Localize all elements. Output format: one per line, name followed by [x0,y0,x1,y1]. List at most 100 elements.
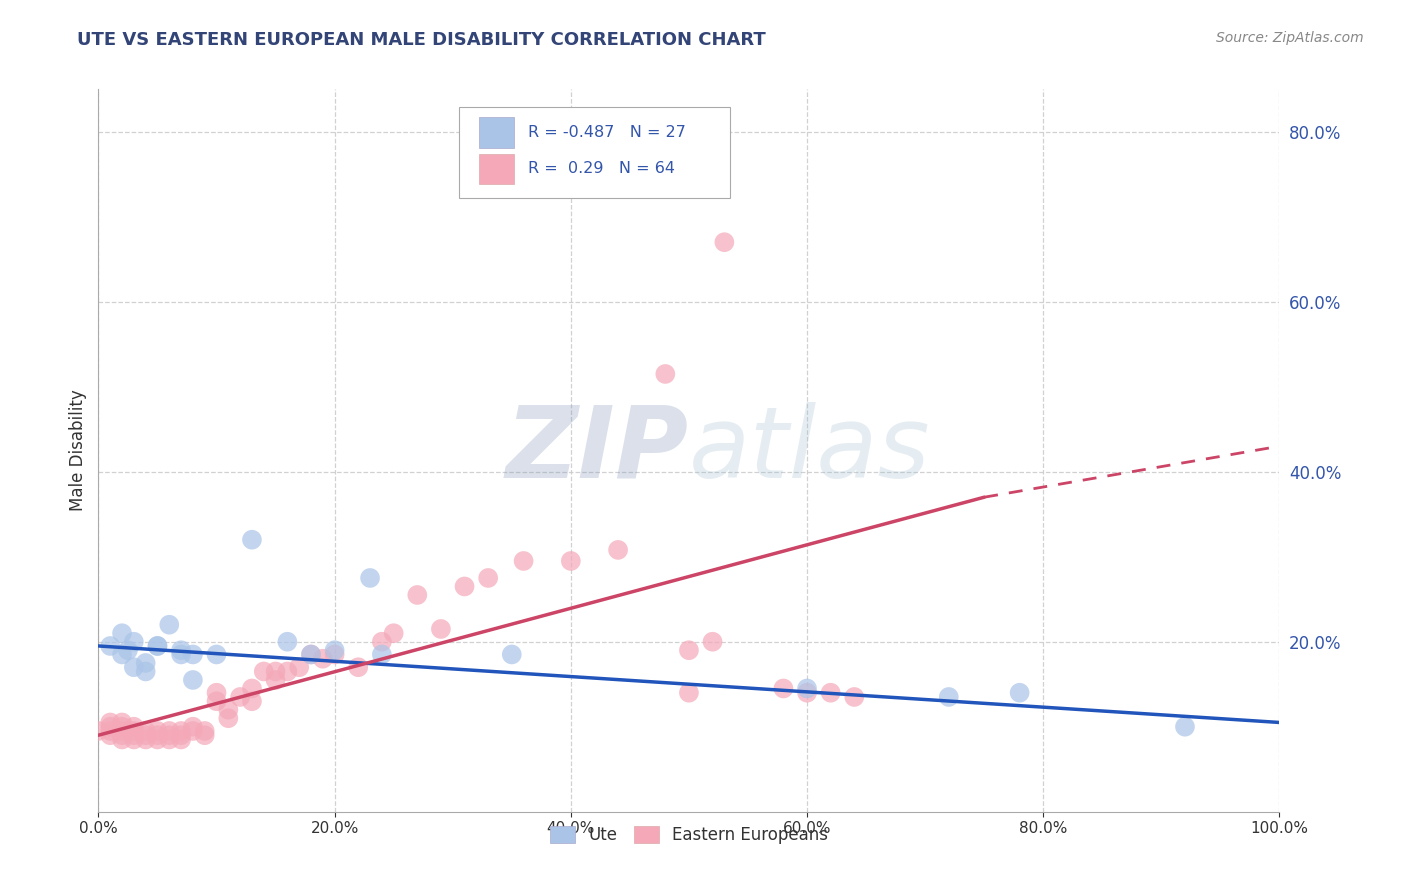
Point [702,634,724,648]
Point [359,571,381,585]
Point [111,648,134,662]
Point [170,728,193,742]
Point [560,554,582,568]
Point [111,720,134,734]
Text: atlas: atlas [689,402,931,499]
Point [217,703,239,717]
Point [240,681,263,696]
Point [194,723,217,738]
Point [146,728,169,742]
Point [406,588,429,602]
Point [98,720,121,734]
Point [135,732,157,747]
Point [678,686,700,700]
Point [796,686,818,700]
Point [111,732,134,747]
Point [111,715,134,730]
Point [347,660,370,674]
Y-axis label: Male Disability: Male Disability [69,390,87,511]
Point [264,665,287,679]
Point [146,639,169,653]
Point [181,648,204,662]
Point [382,626,405,640]
Point [820,686,842,700]
Point [477,571,499,585]
Point [122,723,145,738]
Legend: Ute, Eastern Europeans: Ute, Eastern Europeans [543,819,835,850]
Point [512,554,534,568]
Point [194,728,217,742]
Point [170,732,193,747]
Point [135,723,157,738]
Point [98,639,121,653]
Point [170,723,193,738]
Point [122,728,145,742]
Point [146,639,169,653]
Point [288,660,311,674]
Point [157,723,180,738]
Point [205,694,228,708]
Point [713,235,735,250]
Text: ZIP: ZIP [506,402,689,499]
Point [217,711,239,725]
Text: R =  0.29   N = 64: R = 0.29 N = 64 [529,161,675,177]
Point [229,690,252,704]
Point [501,648,523,662]
FancyBboxPatch shape [478,153,515,184]
Point [181,673,204,687]
Point [157,728,180,742]
Point [146,732,169,747]
Point [453,579,475,593]
Point [654,367,676,381]
Point [157,617,180,632]
Text: UTE VS EASTERN EUROPEAN MALE DISABILITY CORRELATION CHART: UTE VS EASTERN EUROPEAN MALE DISABILITY … [77,31,766,49]
Point [117,643,139,657]
Point [276,634,298,648]
Point [844,690,866,704]
Point [772,681,794,696]
Point [312,651,335,665]
Point [607,542,630,557]
Point [87,723,110,738]
Point [135,728,157,742]
Point [98,723,121,738]
FancyBboxPatch shape [458,107,730,198]
Text: Source: ZipAtlas.com: Source: ZipAtlas.com [1216,31,1364,45]
Point [111,728,134,742]
Text: R = -0.487   N = 27: R = -0.487 N = 27 [529,125,686,140]
Point [938,690,960,704]
Point [264,673,287,687]
Point [796,681,818,696]
Point [122,720,145,734]
Point [323,648,346,662]
Point [240,694,263,708]
Point [170,648,193,662]
Point [157,732,180,747]
Point [135,665,157,679]
Point [98,728,121,742]
Point [181,723,204,738]
Point [205,648,228,662]
Point [323,643,346,657]
Point [181,720,204,734]
Point [371,634,394,648]
Point [170,643,193,657]
Point [122,634,145,648]
Point [122,732,145,747]
Point [98,715,121,730]
Point [146,723,169,738]
Point [135,656,157,670]
FancyBboxPatch shape [478,118,515,148]
Point [276,665,298,679]
Point [1008,686,1031,700]
Point [240,533,263,547]
Point [253,665,276,679]
Point [111,626,134,640]
Point [122,660,145,674]
Point [371,648,394,662]
Point [111,723,134,738]
Point [205,686,228,700]
Point [678,643,700,657]
Point [1174,720,1197,734]
Point [299,648,322,662]
